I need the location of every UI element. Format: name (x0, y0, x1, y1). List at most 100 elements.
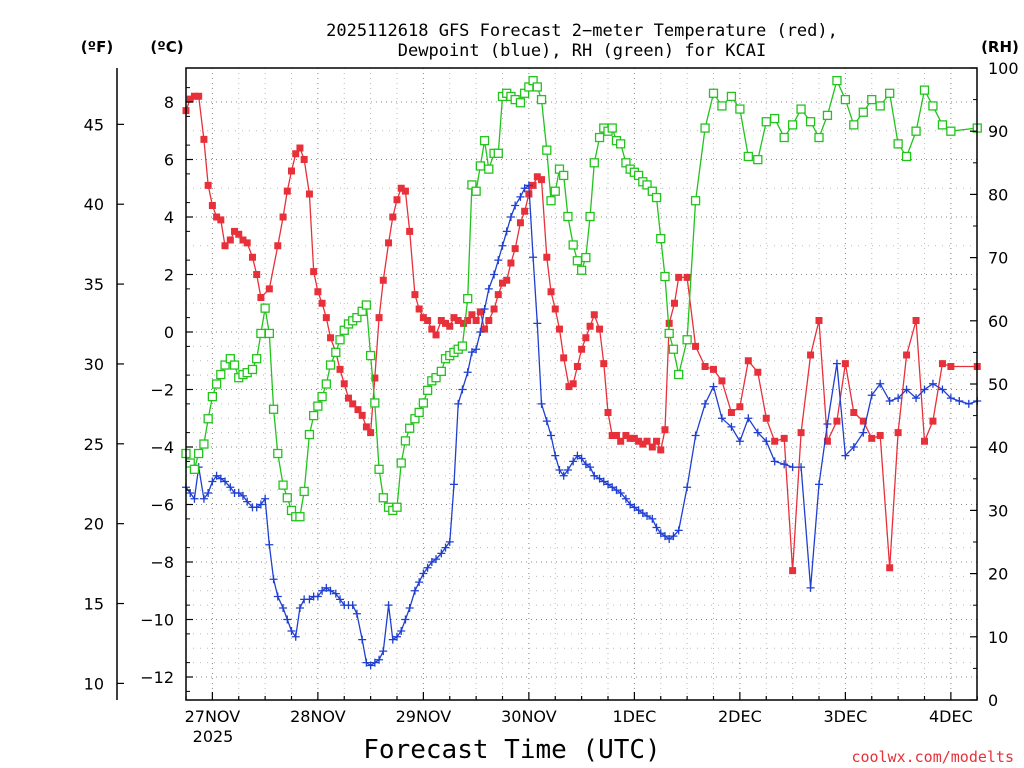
dewpoint-point (581, 460, 590, 469)
temperature-point (850, 409, 858, 416)
dewpoint-point (498, 241, 507, 250)
temperature-point (432, 331, 440, 339)
dewpoint-point (780, 460, 789, 469)
temperature-point (253, 271, 261, 278)
temperature-point (710, 365, 717, 373)
temperature-point (454, 317, 462, 324)
temperature-point (424, 317, 432, 324)
temperature-point (912, 317, 920, 324)
temperature-point (718, 377, 726, 385)
rh-point (392, 502, 402, 512)
rh-point (335, 335, 345, 345)
temperature-point (200, 135, 208, 143)
temperature-point (683, 273, 691, 281)
rh-point (321, 379, 331, 389)
rh-point (708, 88, 719, 98)
fahrenheit-tick-label: 30 (84, 355, 104, 374)
dewpoint-point (458, 385, 467, 394)
rh-point (589, 158, 599, 168)
fahrenheit-tick-label: 20 (84, 515, 104, 534)
temperature-point (344, 394, 352, 402)
dewpoint-point (964, 399, 973, 408)
dewpoint-point (186, 489, 195, 497)
dewpoint-point (511, 201, 520, 210)
dewpoint-point (484, 284, 493, 293)
dewpoint-point (305, 595, 314, 604)
temperature-point (929, 417, 937, 425)
dewpoint-point (410, 586, 419, 595)
temperature-point (459, 319, 467, 327)
temperature-point (859, 417, 867, 425)
temperature-point (393, 196, 401, 204)
chart-title-line2: Dewpoint (blue), RH (green) for KCAI (398, 41, 766, 61)
dewpoint-point (744, 414, 753, 423)
temperature-point (604, 409, 612, 416)
rh-point (805, 117, 816, 127)
dewpoint-point (643, 512, 652, 520)
temperature-point (630, 434, 638, 442)
temperature-point (780, 434, 788, 442)
dewpoint-point (318, 586, 327, 595)
x-tick-label: 27NOV (185, 707, 241, 726)
rh-point (207, 391, 218, 402)
rh-point (268, 404, 279, 414)
rh-point (475, 161, 485, 171)
dewpoint-point (384, 601, 393, 610)
rh-point (536, 94, 547, 105)
temperature-point (362, 423, 370, 431)
dewpoint-point (480, 305, 489, 313)
dewpoint-point (261, 494, 270, 503)
rh-point (431, 373, 441, 383)
dewpoint-point (555, 466, 564, 474)
temperature-point (653, 437, 661, 445)
temperature-point (578, 345, 586, 353)
rh-point (418, 398, 429, 408)
rh-point (867, 94, 877, 105)
rh-point (919, 85, 930, 95)
dewpoint-point (669, 532, 678, 541)
dewpoint-point (283, 615, 292, 624)
dewpoint-point (423, 563, 432, 572)
dewpoint-point (656, 529, 665, 538)
temperature-point (560, 354, 568, 362)
dewpoint-point (454, 399, 463, 408)
temperature-point (503, 276, 511, 284)
temperature-point (336, 365, 344, 373)
temperature-point (833, 417, 841, 425)
x-tick-label: 1DEC (612, 707, 656, 726)
dewpoint-point (920, 385, 929, 394)
series-2 (181, 75, 982, 522)
rh-point (532, 82, 542, 92)
rh-point (422, 385, 433, 395)
fahrenheit-tick-label: 10 (84, 674, 104, 693)
fahrenheit-tick-label: 40 (84, 195, 104, 214)
temperature-point (464, 317, 472, 324)
rh-point (700, 123, 710, 133)
temperature-point (938, 360, 946, 368)
dewpoint-point (529, 253, 538, 262)
dewpoint-point (524, 181, 533, 190)
celsius-tick-label: −6 (150, 496, 174, 515)
temperature-point (701, 363, 709, 370)
dewpoint-point (441, 543, 450, 552)
temperature-point (367, 429, 375, 437)
dewpoint-point (494, 256, 503, 265)
rh-point (378, 493, 388, 503)
temperature-point (415, 305, 423, 313)
rh-point (594, 132, 605, 143)
dewpoint-point (770, 457, 779, 466)
temperature-point (401, 187, 409, 195)
celsius-tick-label: 2 (164, 266, 174, 285)
rh-point (787, 120, 798, 130)
temperature-point (318, 299, 326, 307)
rh-point (761, 117, 771, 127)
temperature-point (516, 219, 524, 227)
dewpoint-point (199, 494, 208, 503)
dewpoint-point (204, 489, 213, 497)
dewpoint-point (208, 477, 217, 486)
rh-point (484, 164, 494, 174)
temperature-point (529, 181, 537, 189)
dewpoint-point (322, 583, 331, 592)
dewpoint-point (287, 627, 296, 635)
temperature-point (596, 325, 604, 333)
